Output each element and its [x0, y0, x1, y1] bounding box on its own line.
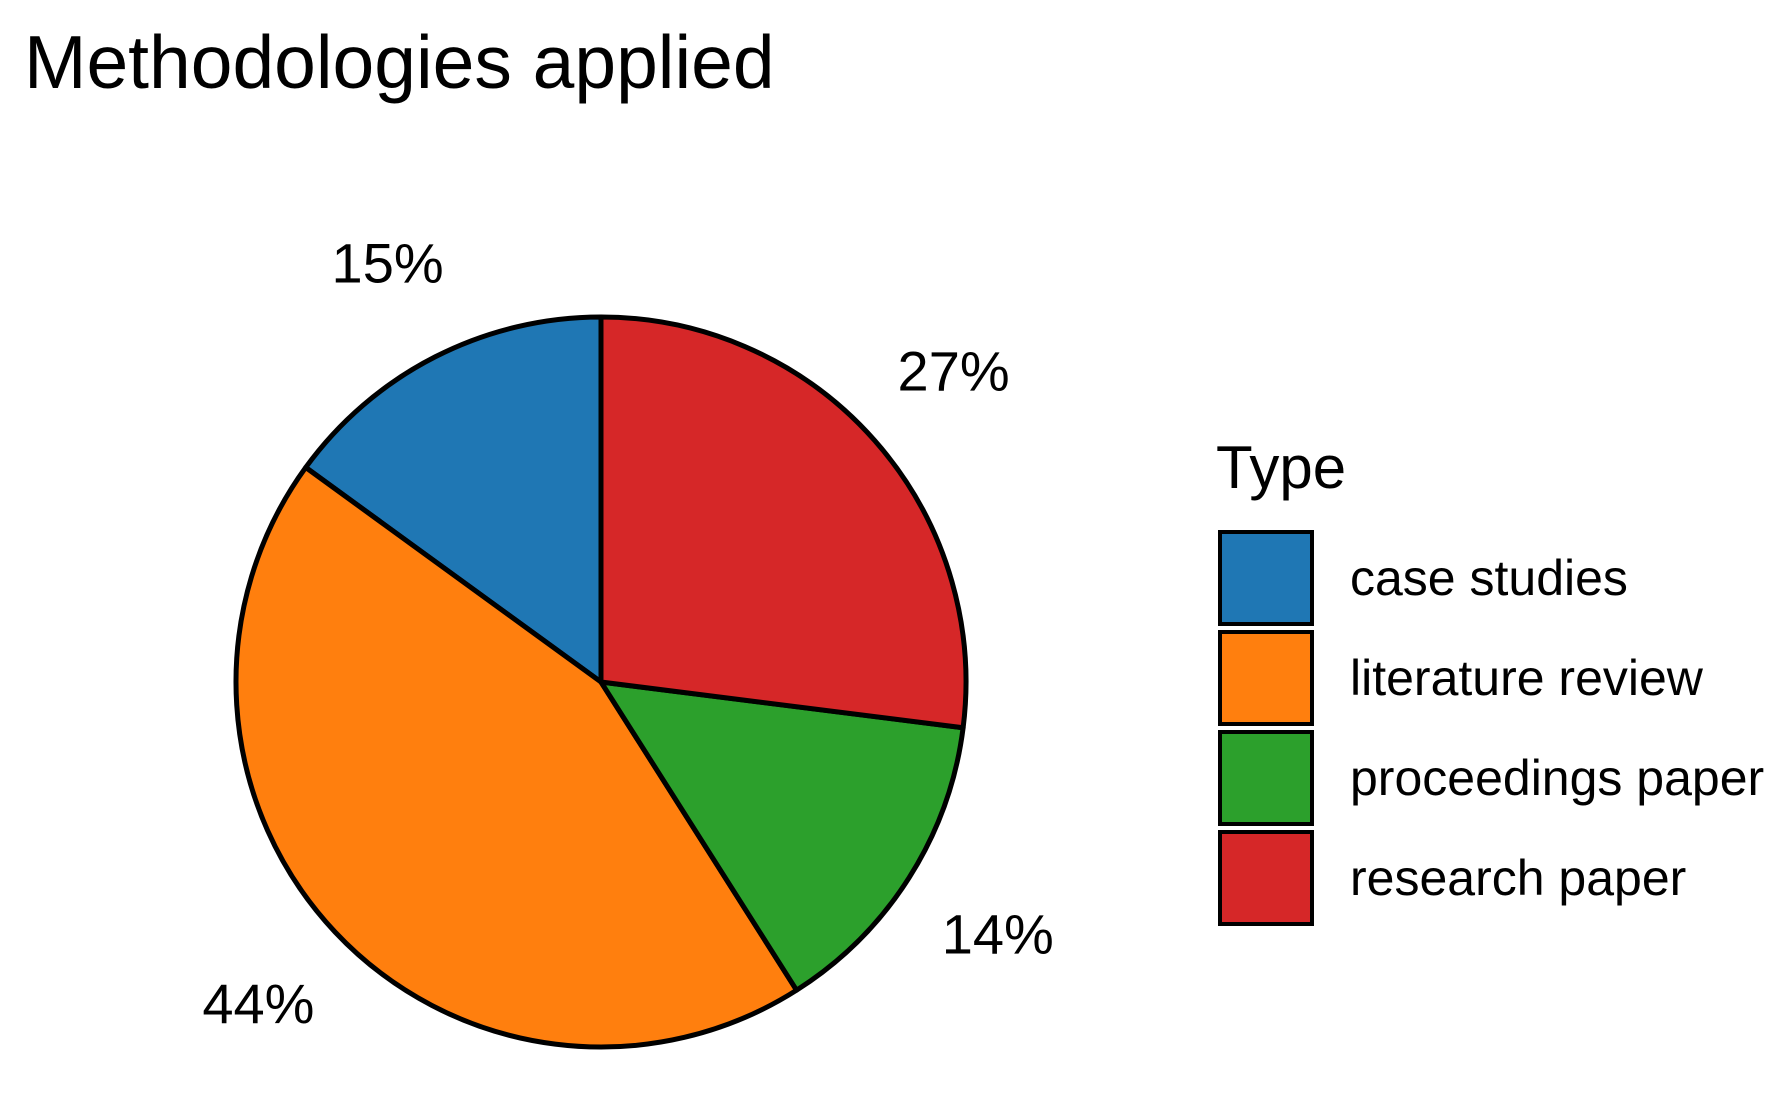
- pie-slice-proceedings-paper: [598, 679, 966, 993]
- data-label-case-studies: 15%: [332, 232, 444, 295]
- legend-label-proceedings-paper: proceedings paper: [1350, 750, 1764, 806]
- data-label-research-paper: 27%: [898, 340, 1010, 403]
- legend-label-case-studies: case studies: [1350, 550, 1628, 606]
- legend-title: Type: [1216, 434, 1346, 501]
- pie-slices: [233, 314, 969, 1050]
- legend-label-literature-review: literature review: [1350, 650, 1704, 706]
- legend-key-proceedings-paper: [1218, 730, 1314, 826]
- legend-key-case-studies: [1218, 530, 1314, 626]
- pie-slice-literature-review: [233, 464, 800, 1050]
- pie-slice-case-studies: [303, 314, 604, 685]
- pie-data-labels: 15% 44% 14% 27%: [202, 232, 1053, 1035]
- pie-slice-research-paper: [598, 314, 969, 731]
- legend-key-research-paper: [1218, 830, 1314, 926]
- data-label-literature-review: 44%: [202, 972, 314, 1035]
- legend-label-research-paper: research paper: [1350, 850, 1686, 906]
- data-label-proceedings-paper: 14%: [942, 902, 1054, 965]
- legend-key-literature-review: [1218, 630, 1314, 726]
- legend: case studies literature review proceedings…: [1218, 530, 1764, 926]
- chart-title: Methodologies applied: [24, 20, 775, 104]
